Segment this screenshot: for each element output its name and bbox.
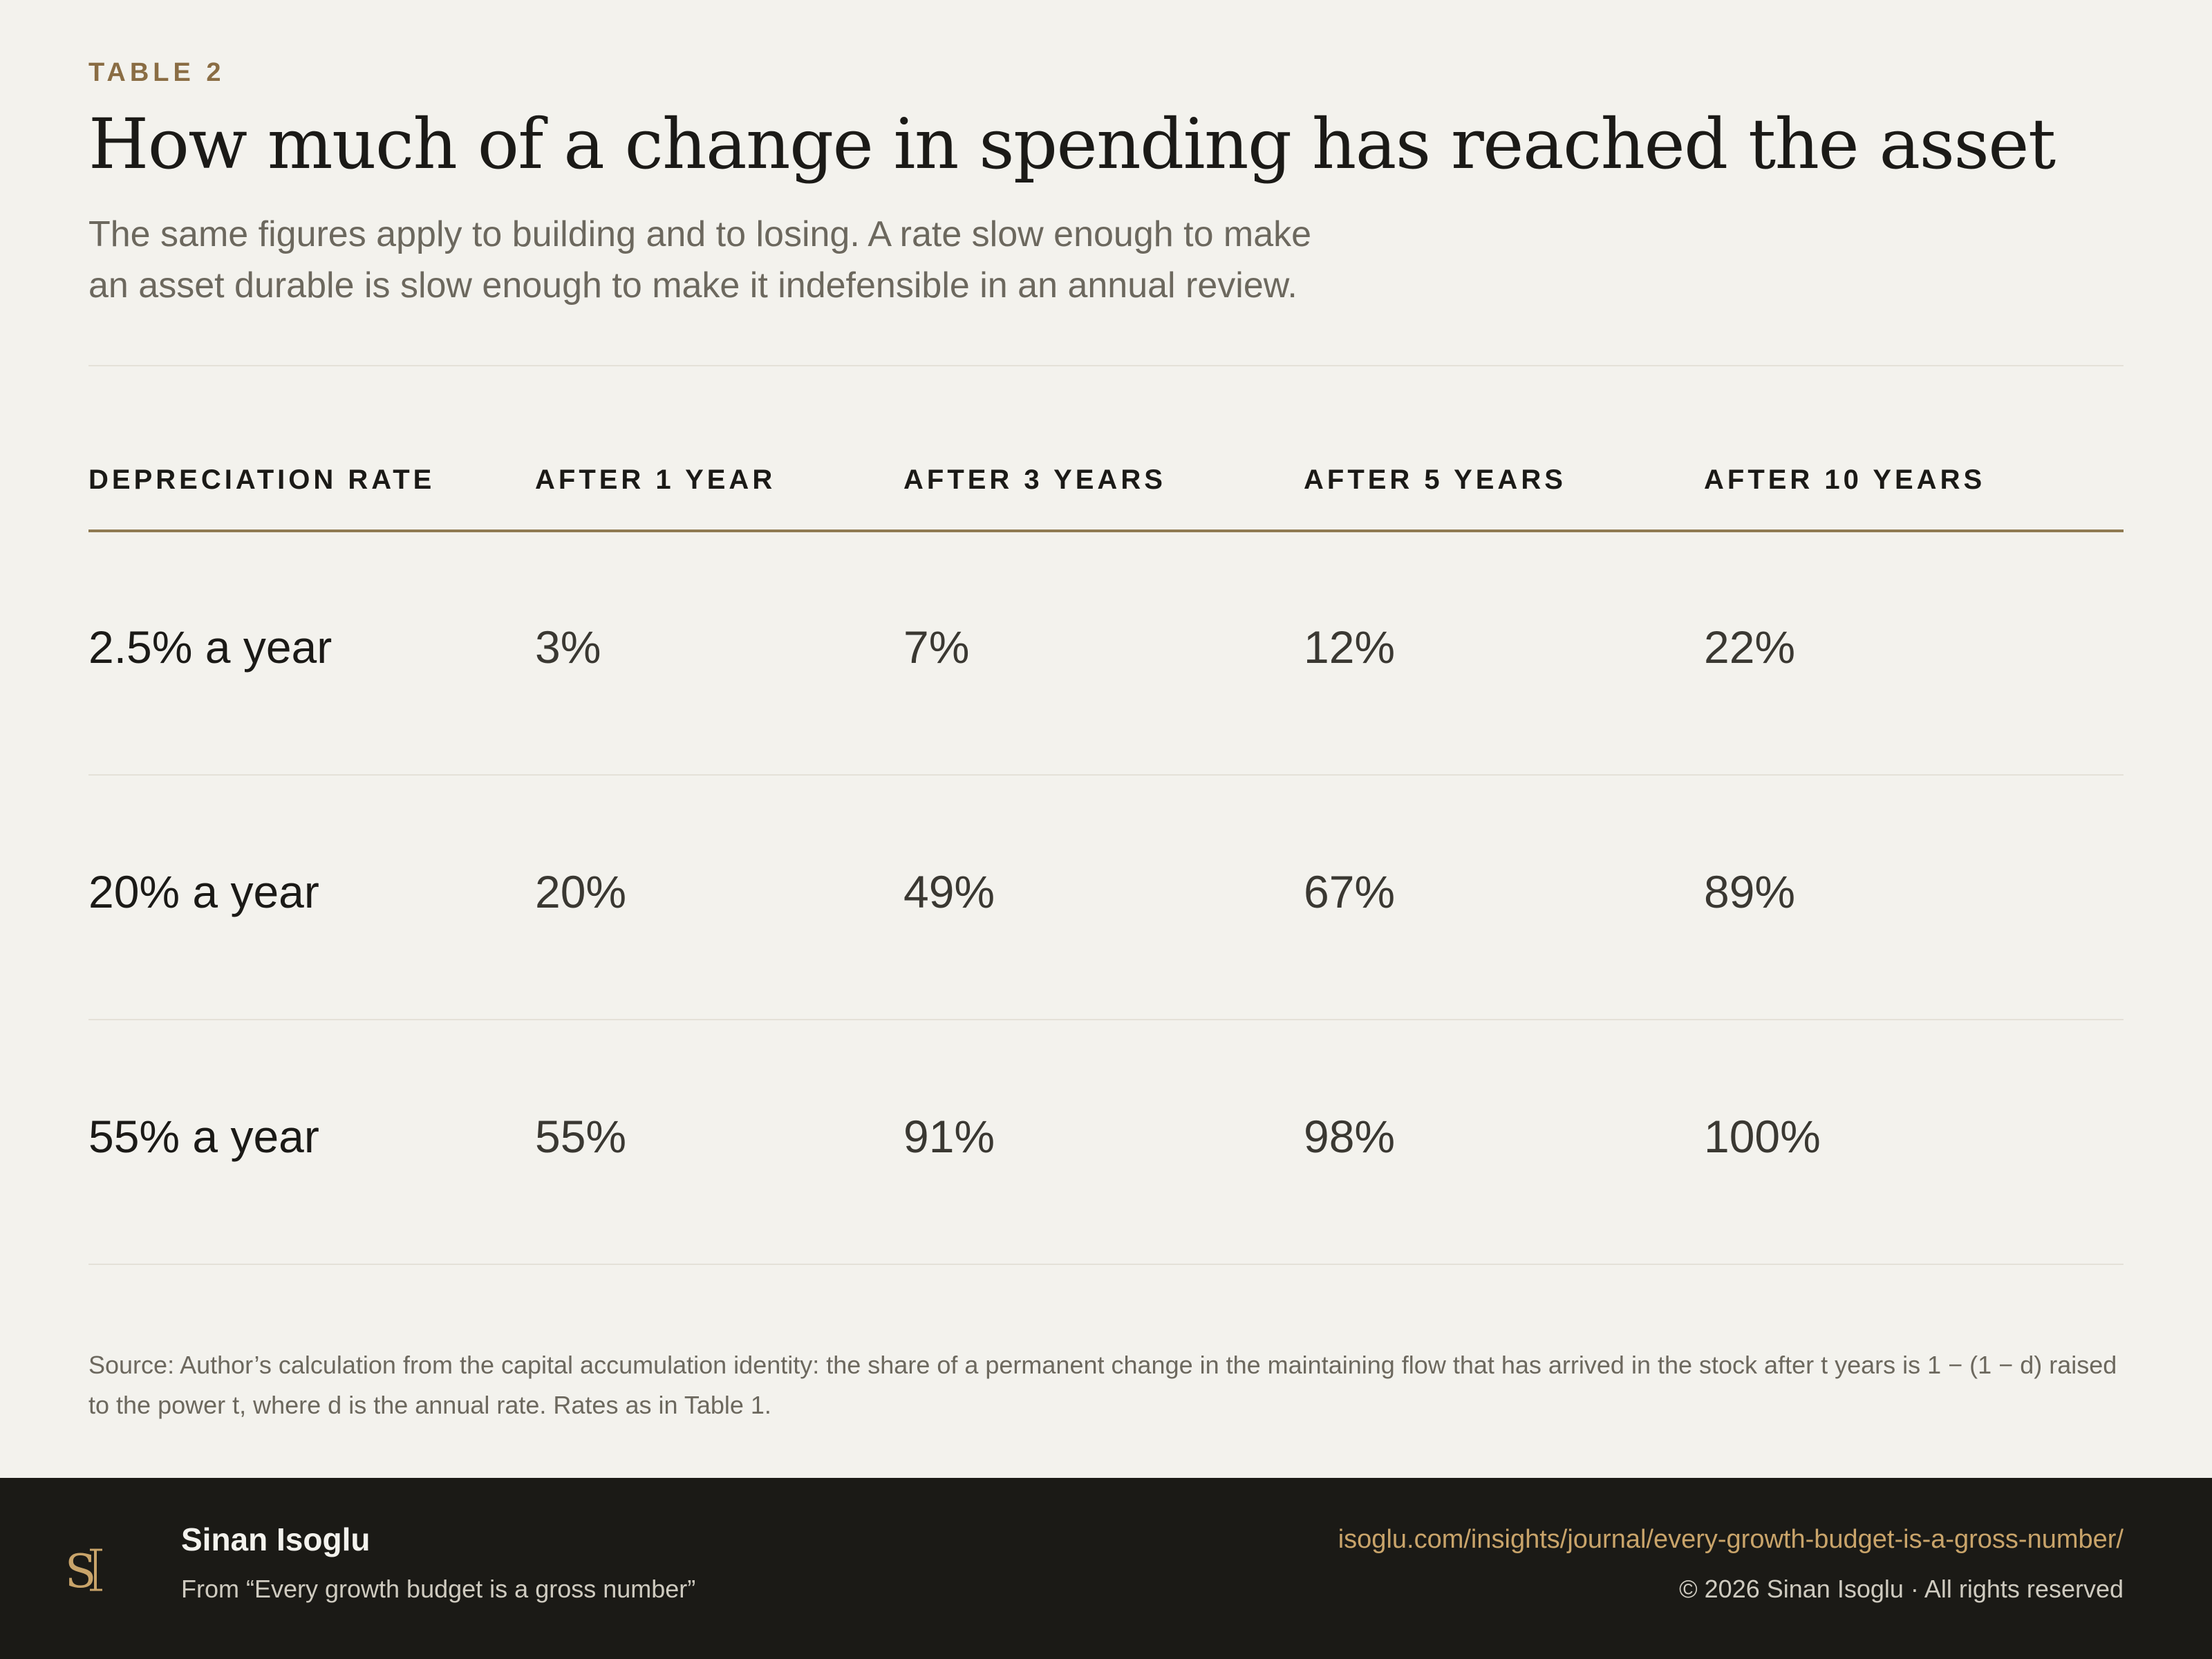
article-reference: From “Every growth budget is a gross num… [181,1575,696,1603]
cell-after-10-years: 22% [1704,621,1796,673]
footer: S Sinan Isoglu From “Every growth budget… [0,1478,2212,1659]
column-header-after-10-years: AFTER 10 YEARS [1704,465,1986,495]
column-header-depreciation-rate: DEPRECIATION RATE [88,465,435,495]
article-link[interactable]: isoglu.com/insights/journal/every-growth… [1338,1525,2124,1554]
table-number-label: TABLE 2 [88,58,225,87]
cell-after-5-years: 12% [1304,621,1396,673]
cell-after-3-years: 91% [903,1111,995,1162]
page-title: How much of a change in spending has rea… [88,104,2056,185]
cell-after-3-years: 49% [903,866,995,917]
column-header-after-1-year: AFTER 1 YEAR [535,465,776,495]
cell-after-3-years: 7% [903,621,970,673]
cell-after-5-years: 98% [1304,1111,1396,1162]
author-name: Sinan Isoglu [181,1521,371,1557]
column-header-after-5-years: AFTER 5 YEARS [1304,465,1566,495]
table-row: 2.5% a year 3% 7% 12% 22% [88,531,2124,776]
cell-after-5-years: 67% [1304,866,1396,917]
cell-after-1-year: 20% [535,866,627,917]
source-note: Source: Author’s calculation from the ca… [88,1351,2117,1419]
table-header-row: DEPRECIATION RATE AFTER 1 YEAR AFTER 3 Y… [88,442,2124,532]
table-row: 55% a year 55% 91% 98% 100% [88,1020,2124,1265]
column-header-after-3-years: AFTER 3 YEARS [903,465,1166,495]
cell-after-1-year: 55% [535,1111,627,1162]
table-row: 20% a year 20% 49% 67% 89% [88,776,2124,1020]
cell-after-10-years: 100% [1704,1111,1821,1162]
cell-rate: 20% a year [88,866,319,917]
cell-rate: 2.5% a year [88,621,332,673]
copyright-notice: © 2026 Sinan Isoglu · All rights reserve… [1679,1575,2124,1603]
cell-after-1-year: 3% [535,621,601,673]
cell-after-10-years: 89% [1704,866,1796,917]
cell-rate: 55% a year [88,1111,319,1162]
table-body: 2.5% a year 3% 7% 12% 22% 20% a year 20%… [88,531,2124,1265]
page-subtitle: The same figures apply to building and t… [88,214,1312,306]
header-divider [88,365,2124,366]
si-monogram-icon: S [65,1545,102,1598]
